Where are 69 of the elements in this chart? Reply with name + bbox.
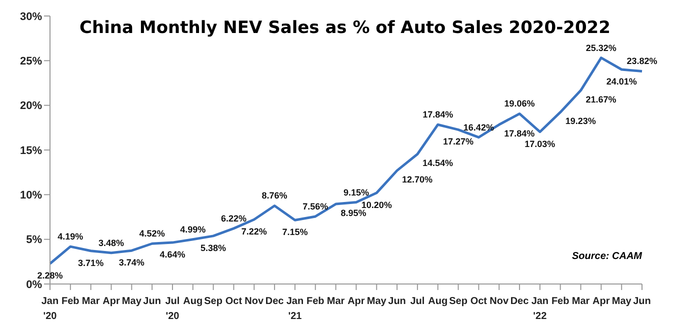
y-tick-label: 30% bbox=[20, 10, 42, 23]
y-tick-label: 5% bbox=[26, 234, 42, 246]
y-tick-label: 20% bbox=[20, 100, 42, 112]
x-tick-label: Jul bbox=[410, 296, 425, 307]
data-label: 3.74% bbox=[118, 258, 144, 268]
x-tick-label: Mar bbox=[82, 296, 100, 307]
data-label: 17.84% bbox=[422, 110, 454, 120]
x-tick-label: Feb bbox=[62, 296, 80, 307]
x-tick-label: Jan '21 bbox=[286, 296, 304, 322]
data-label: 14.54% bbox=[422, 158, 453, 168]
x-tick-label: Jan '20 bbox=[41, 296, 59, 322]
chart-title: China Monthly NEV Sales as % of Auto Sales 2020-2022 bbox=[80, 18, 610, 38]
data-label: 9.15% bbox=[343, 187, 369, 198]
y-tick-label: 10% bbox=[20, 190, 42, 202]
y-tick-label: 0% bbox=[26, 278, 42, 291]
x-tick-label: Mar bbox=[326, 296, 345, 307]
y-tick-label: 25% bbox=[20, 56, 42, 68]
data-label: 3.48% bbox=[98, 238, 124, 248]
data-label: 12.70% bbox=[402, 174, 433, 185]
y-tick-label: 15% bbox=[20, 144, 42, 157]
x-tick-label: Dec bbox=[265, 296, 284, 307]
x-tick-label: Aug bbox=[183, 296, 203, 307]
x-tick-label: Jun bbox=[633, 296, 651, 307]
data-label: 16.42% bbox=[463, 122, 494, 132]
data-label: 3.71% bbox=[78, 258, 104, 268]
data-label: 23.82% bbox=[626, 56, 658, 66]
x-tick-label: Jul '20 bbox=[165, 296, 180, 322]
x-tick-label: Oct bbox=[225, 296, 243, 307]
x-tick-label: Aug bbox=[428, 296, 448, 307]
data-label: 10.20% bbox=[361, 200, 392, 210]
x-tick-label: May bbox=[122, 296, 142, 307]
x-tick-label: May bbox=[366, 296, 387, 307]
x-tick-label: Apr bbox=[102, 296, 120, 307]
x-tick-label: Jan '22 bbox=[531, 296, 549, 322]
data-label: 4.64% bbox=[160, 250, 186, 260]
data-label: 4.52% bbox=[139, 228, 165, 239]
data-label: 7.22% bbox=[241, 226, 267, 236]
data-label: 17.03% bbox=[524, 138, 556, 149]
x-tick-label: Nov bbox=[490, 296, 509, 307]
data-label: 17.84% bbox=[504, 128, 535, 139]
x-tick-label: Sep bbox=[449, 296, 468, 307]
data-label: 19.06% bbox=[504, 98, 535, 109]
x-tick-label: Apr bbox=[592, 296, 610, 307]
annotation: Source: CAAM bbox=[572, 251, 642, 262]
data-label: 17.27% bbox=[443, 136, 474, 147]
data-label: 5.38% bbox=[200, 242, 226, 253]
x-tick-label: Mar bbox=[572, 296, 590, 307]
data-label: 8.95% bbox=[340, 208, 366, 218]
data-label: 2.28% bbox=[37, 270, 63, 281]
x-tick-label: Jun bbox=[143, 296, 161, 307]
x-tick-label: Jun bbox=[388, 296, 406, 307]
data-label: 6.22% bbox=[220, 213, 246, 224]
data-label: 24.01% bbox=[606, 76, 637, 87]
x-tick-label: Feb bbox=[306, 296, 324, 307]
data-label: 8.76% bbox=[262, 190, 288, 201]
x-tick-label: Dec bbox=[510, 296, 530, 307]
data-label: 21.67% bbox=[586, 94, 616, 104]
data-label: 25.32% bbox=[586, 42, 616, 53]
data-label: 4.99% bbox=[180, 224, 206, 234]
data-label: 7.56% bbox=[302, 201, 328, 212]
x-tick-label: Feb bbox=[551, 296, 570, 307]
data-label: 7.15% bbox=[282, 227, 308, 238]
data-label: 19.23% bbox=[565, 116, 596, 126]
x-tick-label: Apr bbox=[348, 296, 365, 307]
data-label: 4.19% bbox=[58, 232, 84, 242]
x-tick-label: Oct bbox=[470, 296, 488, 307]
x-tick-label: Sep bbox=[204, 296, 222, 307]
x-tick-label: May bbox=[612, 296, 632, 307]
x-tick-label: Nov bbox=[244, 296, 264, 307]
